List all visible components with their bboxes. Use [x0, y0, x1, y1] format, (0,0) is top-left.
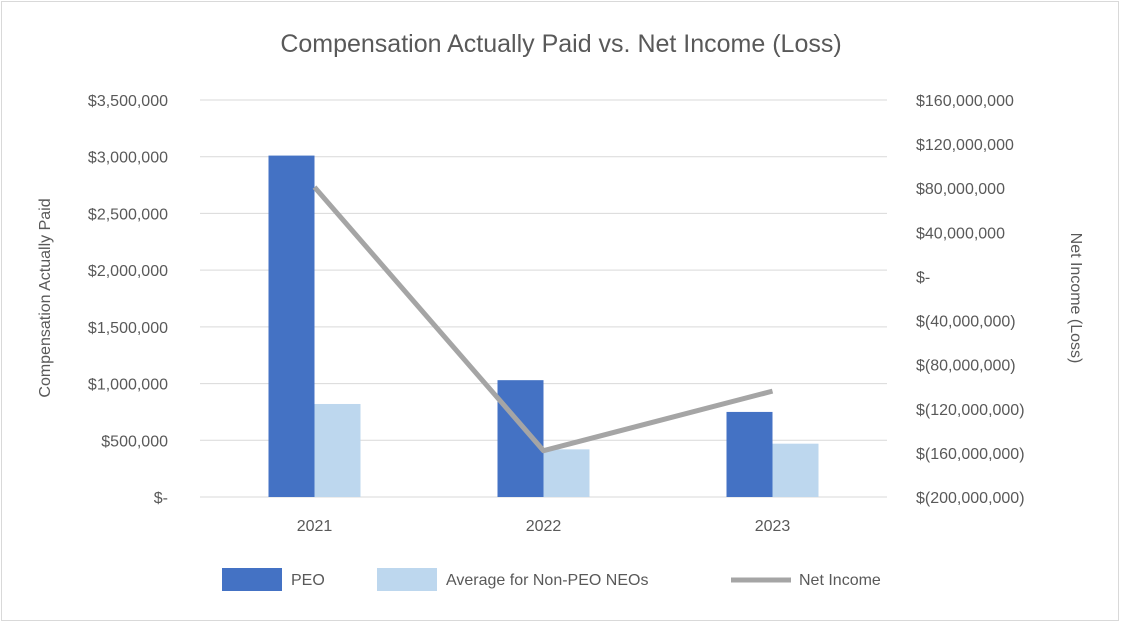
left-axis-title: Compensation Actually Paid: [37, 198, 54, 397]
x-tick-label: 2022: [526, 518, 562, 535]
left-tick-label: $-: [154, 490, 168, 507]
left-tick-label: $500,000: [101, 433, 168, 450]
x-axis-ticks: 2021 2022 2023: [297, 518, 791, 535]
bar-peo-2021: [268, 155, 315, 497]
legend-swatch-non-peo: [377, 568, 437, 591]
left-tick-label: $2,500,000: [88, 206, 168, 223]
left-tick-label: $2,000,000: [88, 263, 168, 280]
right-tick-label: $-: [916, 269, 930, 286]
legend-swatch-peo: [222, 568, 282, 591]
right-tick-label: $80,000,000: [916, 181, 1005, 198]
bar-peo-2023: [726, 411, 773, 497]
right-tick-label: $(120,000,000): [916, 402, 1025, 419]
bars: [268, 155, 819, 497]
left-tick-label: $1,000,000: [88, 377, 168, 394]
right-tick-label: $(160,000,000): [916, 446, 1025, 463]
right-tick-label: $120,000,000: [916, 137, 1014, 154]
left-axis-ticks: $3,500,000 $3,000,000 $2,500,000 $2,000,000…: [88, 93, 168, 507]
bar-average-for-non-peo-neos-2023: [772, 443, 819, 497]
left-tick-label: $1,500,000: [88, 320, 168, 337]
bar-peo-2022: [497, 380, 544, 497]
right-tick-label: $(200,000,000): [916, 490, 1025, 507]
chart-title: Compensation Actually Paid vs. Net Incom…: [280, 30, 841, 58]
bar-average-for-non-peo-neos-2021: [314, 403, 361, 497]
right-axis-ticks: $160,000,000 $120,000,000 $80,000,000 $40,0…: [916, 93, 1025, 507]
legend: PEO Average for Non-PEO NEOs Net Income: [222, 568, 881, 591]
left-tick-label: $3,000,000: [88, 150, 168, 167]
right-tick-label: $40,000,000: [916, 225, 1005, 242]
left-tick-label: $3,500,000: [88, 93, 168, 110]
right-tick-label: $160,000,000: [916, 93, 1014, 110]
right-tick-label: $(80,000,000): [916, 358, 1016, 375]
bar-average-for-non-peo-neos-2022: [543, 449, 590, 497]
x-tick-label: 2021: [297, 518, 333, 535]
x-tick-label: 2023: [755, 518, 791, 535]
legend-label-peo: PEO: [291, 572, 325, 589]
legend-label-non-peo: Average for Non-PEO NEOs: [446, 572, 648, 589]
net-income-line: [312, 185, 774, 454]
right-axis-title: Net Income (Loss): [1067, 233, 1084, 364]
legend-label-net-income: Net Income: [799, 572, 881, 589]
net-income-line-group: [312, 185, 774, 454]
right-tick-label: $(40,000,000): [916, 314, 1016, 331]
